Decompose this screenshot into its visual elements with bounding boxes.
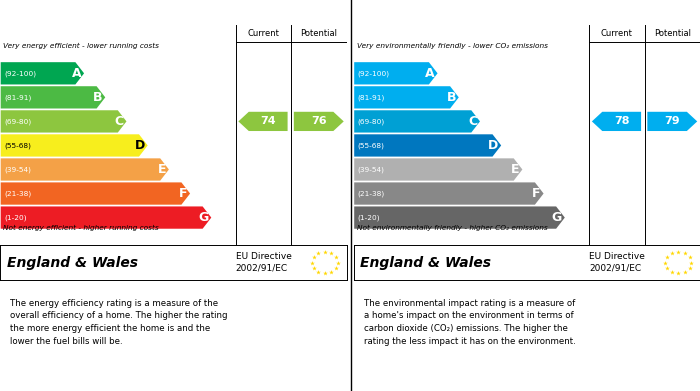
Text: B: B [447, 91, 456, 104]
Polygon shape [294, 112, 344, 131]
Text: G: G [552, 211, 562, 224]
Text: England & Wales: England & Wales [7, 255, 138, 269]
Polygon shape [239, 112, 288, 131]
Text: (55-68): (55-68) [358, 142, 385, 149]
Text: 78: 78 [614, 117, 629, 126]
Text: Potential: Potential [300, 29, 337, 38]
Text: (21-38): (21-38) [4, 190, 32, 197]
Polygon shape [1, 110, 127, 133]
Text: EU Directive
2002/91/EC: EU Directive 2002/91/EC [589, 253, 645, 273]
Text: 79: 79 [664, 117, 680, 126]
Text: C: C [468, 115, 477, 128]
Text: Environmental Impact (CO₂) Rating: Environmental Impact (CO₂) Rating [360, 6, 606, 19]
Text: England & Wales: England & Wales [360, 255, 491, 269]
Text: D: D [488, 139, 498, 152]
Text: 74: 74 [260, 117, 276, 126]
Polygon shape [354, 86, 458, 109]
Text: (92-100): (92-100) [358, 70, 390, 77]
Text: The energy efficiency rating is a measure of the
overall efficiency of a home. T: The energy efficiency rating is a measur… [10, 299, 228, 346]
Text: Very environmentally friendly - lower CO₂ emissions: Very environmentally friendly - lower CO… [357, 43, 548, 49]
Text: F: F [178, 187, 188, 200]
Text: Not energy efficient - higher running costs: Not energy efficient - higher running co… [4, 224, 159, 231]
Polygon shape [354, 135, 501, 156]
Text: (39-54): (39-54) [4, 166, 32, 173]
Text: C: C [115, 115, 124, 128]
Text: (81-91): (81-91) [4, 94, 32, 100]
Text: F: F [532, 187, 541, 200]
Text: (92-100): (92-100) [4, 70, 36, 77]
Text: E: E [158, 163, 166, 176]
Polygon shape [1, 86, 105, 109]
Text: (81-91): (81-91) [358, 94, 385, 100]
Text: (69-80): (69-80) [358, 118, 385, 125]
Text: Not environmentally friendly - higher CO₂ emissions: Not environmentally friendly - higher CO… [357, 224, 547, 231]
Text: Very energy efficient - lower running costs: Very energy efficient - lower running co… [4, 43, 160, 49]
Text: EU Directive
2002/91/EC: EU Directive 2002/91/EC [236, 253, 291, 273]
Polygon shape [354, 158, 522, 181]
Text: Potential: Potential [654, 29, 691, 38]
Polygon shape [354, 182, 544, 204]
Text: Energy Efficiency Rating: Energy Efficiency Rating [7, 6, 178, 19]
Text: A: A [71, 67, 81, 80]
Text: (1-20): (1-20) [358, 214, 380, 221]
Text: (69-80): (69-80) [4, 118, 32, 125]
Polygon shape [1, 158, 169, 181]
Text: Current: Current [247, 29, 279, 38]
Text: (1-20): (1-20) [4, 214, 27, 221]
Polygon shape [354, 110, 480, 133]
Text: B: B [93, 91, 102, 104]
Polygon shape [648, 112, 697, 131]
Polygon shape [592, 112, 641, 131]
Text: G: G [198, 211, 209, 224]
Polygon shape [354, 62, 438, 84]
Polygon shape [1, 182, 190, 204]
Text: E: E [511, 163, 519, 176]
Text: (55-68): (55-68) [4, 142, 32, 149]
Text: A: A [425, 67, 435, 80]
Text: (39-54): (39-54) [358, 166, 385, 173]
Polygon shape [1, 206, 211, 229]
Polygon shape [1, 62, 84, 84]
Text: Current: Current [601, 29, 633, 38]
Text: (21-38): (21-38) [358, 190, 385, 197]
Polygon shape [354, 206, 565, 229]
Polygon shape [1, 135, 148, 156]
Text: D: D [134, 139, 145, 152]
Text: 76: 76 [311, 117, 327, 126]
Text: The environmental impact rating is a measure of
a home's impact on the environme: The environmental impact rating is a mea… [364, 299, 575, 346]
